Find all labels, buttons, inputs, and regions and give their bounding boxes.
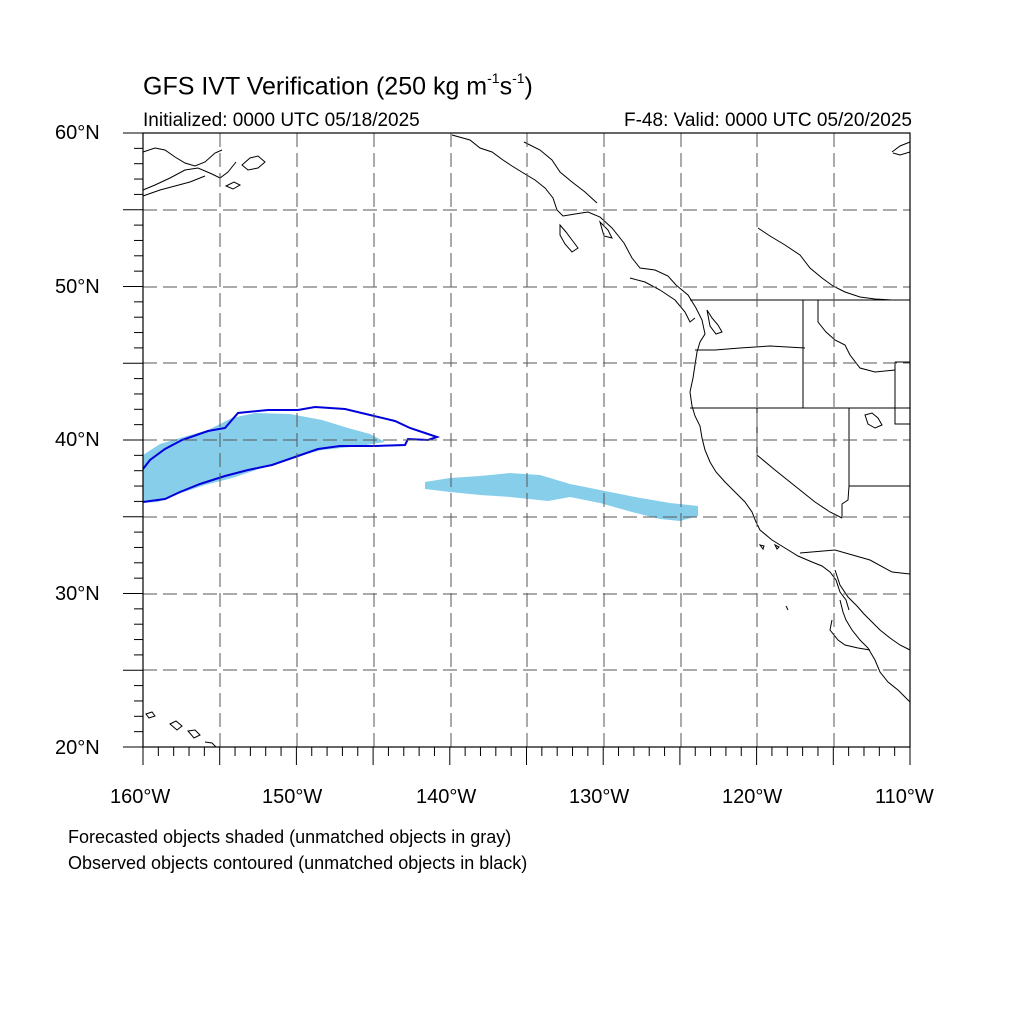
legend-observed-note: Observed objects contoured (unmatched ob… xyxy=(68,853,528,873)
lat-label-40n: 40°N xyxy=(55,429,100,451)
lon-label-120w: 120°W xyxy=(722,786,783,808)
lat-label-30n: 30°N xyxy=(55,583,100,605)
observed-object-contour xyxy=(142,405,441,503)
forecast-object-west xyxy=(143,413,385,503)
coastlines xyxy=(142,134,911,748)
lon-label-160w: 160°W xyxy=(110,786,171,808)
grid-lines xyxy=(143,133,910,747)
legend-forecast-note: Forecasted objects shaded (unmatched obj… xyxy=(68,827,512,847)
lon-label-130w: 130°W xyxy=(569,786,630,808)
lat-label-60n: 60°N xyxy=(55,122,100,144)
lat-label-20n: 20°N xyxy=(55,737,100,759)
initialized-time: Initialized: 0000 UTC 05/18/2025 xyxy=(143,110,420,131)
political-borders xyxy=(690,299,911,575)
lon-label-150w: 150°W xyxy=(262,786,323,808)
valid-time: F-48: Valid: 0000 UTC 05/20/2025 xyxy=(624,110,912,131)
axis-ticks xyxy=(123,132,911,765)
forecast-object-east xyxy=(425,473,698,521)
map-title: GFS IVT Verification (250 kg m-1s-1) xyxy=(143,70,533,101)
lon-label-140w: 140°W xyxy=(416,786,477,808)
lat-label-50n: 50°N xyxy=(55,276,100,298)
lon-label-110w: 110°W xyxy=(875,786,934,808)
